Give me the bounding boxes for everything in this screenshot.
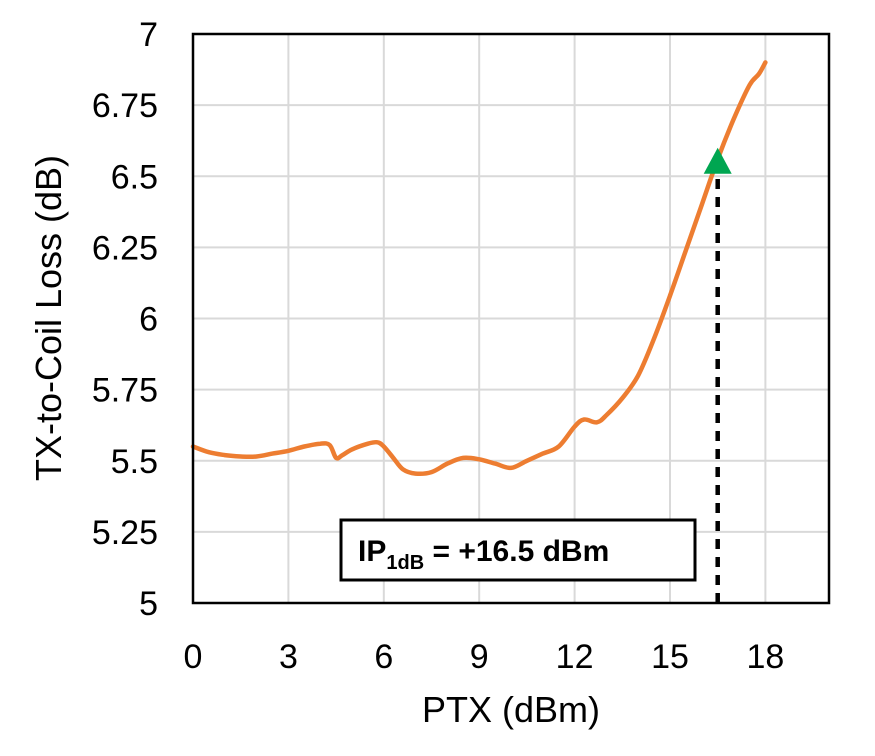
y-tick-label: 6.5 <box>111 158 158 196</box>
x-tick-label: 0 <box>184 638 203 676</box>
annotation-subscript: 1dB <box>386 552 424 574</box>
y-tick-label: 6.25 <box>92 229 158 267</box>
annotation-prefix: IP <box>358 535 386 568</box>
y-tick-label: 5.25 <box>92 514 158 552</box>
triangle-marker <box>703 147 732 174</box>
x-tick-label: 12 <box>556 638 594 676</box>
x-axis-label: PTX (dBm) <box>422 689 600 730</box>
annotation-text: IP1dB = +16.5 dBm <box>358 535 609 574</box>
y-tick-label: 6.75 <box>92 87 158 125</box>
annotation-suffix: = +16.5 dBm <box>424 535 609 568</box>
x-tick-label: 9 <box>470 638 489 676</box>
series-group <box>190 60 768 477</box>
x-tick-label: 18 <box>746 638 784 676</box>
annotation-frame <box>339 518 697 582</box>
marker-group <box>703 147 732 174</box>
annotation-box: IP1dB = +16.5 dBm <box>339 518 697 582</box>
y-axis-label: TX-to-Coil Loss (dB) <box>28 155 69 481</box>
x-tick-label: 15 <box>651 638 689 676</box>
plot-frame <box>191 32 831 605</box>
tick-labels: 0 3 6 9 12 15 18 5 5.25 5.5 5.75 6 6.25 6.5 6.75 7 <box>92 16 785 676</box>
x-tick-label: 3 <box>279 638 298 676</box>
y-tick-label: 5 <box>139 585 158 623</box>
y-tick-label: 6 <box>139 301 158 339</box>
y-tick-label: 5.5 <box>111 443 158 481</box>
x-tick-label: 6 <box>374 638 393 676</box>
y-tick-label: 7 <box>139 16 158 54</box>
y-tick-label: 5.75 <box>92 372 158 410</box>
series-line <box>190 60 768 477</box>
